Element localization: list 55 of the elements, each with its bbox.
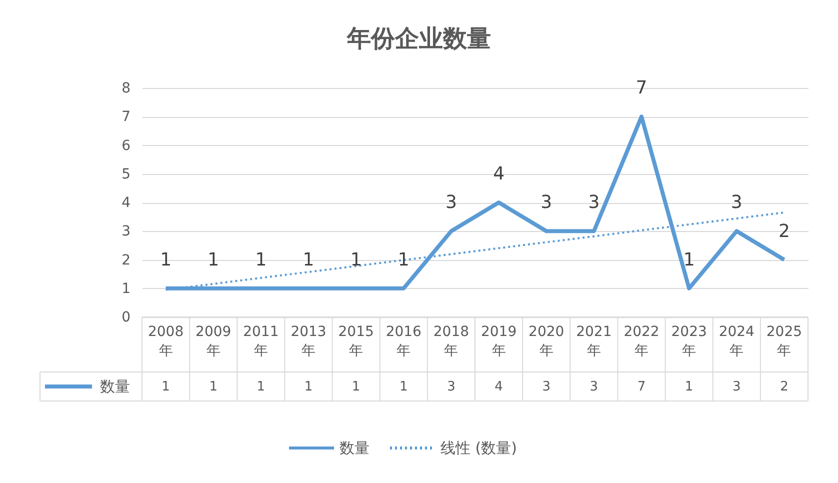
annotation: 1 <box>208 249 220 270</box>
y-tick-label: 2 <box>122 252 130 268</box>
annotation: 1 <box>398 249 410 270</box>
text: 数量 <box>340 439 370 457</box>
x-tick-label: 2021年 <box>576 324 612 359</box>
x-tick-label: 2018年 <box>433 324 470 359</box>
x-tick-label: 2013年 <box>290 324 326 359</box>
data-label: 1 <box>304 380 313 394</box>
data-label: 3 <box>590 380 598 394</box>
data-label: 1 <box>352 380 360 394</box>
data-label: 1 <box>684 380 694 394</box>
y-tick-label: 7 <box>122 109 130 126</box>
data-label: 1 <box>209 380 218 394</box>
annotation: 1 <box>683 249 695 270</box>
data-label: 1 <box>162 380 170 394</box>
x-tick-label: 2020年 <box>528 324 564 359</box>
x-tick-label: 2025年 <box>766 324 802 359</box>
y-tick-label: 8 <box>122 80 130 96</box>
annotation: 3 <box>540 192 552 214</box>
annotation: 2 <box>778 220 790 242</box>
x-tick-label: 2019年 <box>480 324 517 359</box>
x-tick-label: 2023年 <box>671 324 707 359</box>
legend-label: 数量 <box>100 378 130 396</box>
data-label: 4 <box>494 380 503 394</box>
y-tick-label: 6 <box>122 138 131 154</box>
data-label: 7 <box>637 380 646 394</box>
chart-title: 年份企业数量 <box>346 24 491 53</box>
legend-label: 线性 (数量) <box>440 439 517 457</box>
x-tick-label: 2011年 <box>243 324 279 359</box>
data-label: 1 <box>256 380 266 394</box>
data-label: 1 <box>400 380 408 394</box>
x-tick-label: 2009年 <box>196 324 232 359</box>
y-tick-label: 1 <box>122 280 130 297</box>
y-tick-label: 0 <box>122 310 130 326</box>
annotation: 1 <box>350 249 362 270</box>
annotation: 3 <box>588 192 600 214</box>
x-tick-label: 2008年 <box>148 324 184 359</box>
annotation: 3 <box>730 192 742 214</box>
x-tick-label: 2015年 <box>338 324 374 359</box>
data-label: 3 <box>542 380 550 394</box>
annotation: 1 <box>255 249 267 270</box>
y-tick-label: 3 <box>122 224 130 240</box>
annotation: 4 <box>493 164 505 184</box>
x-tick-label: 2022年 <box>624 324 660 359</box>
annotation: 1 <box>302 249 314 270</box>
annotation: 3 <box>445 192 457 214</box>
y-tick-label: 5 <box>122 166 130 182</box>
data-label: 2 <box>780 380 788 394</box>
x-tick-label: 2016年 <box>386 324 422 359</box>
data-label: 3 <box>732 380 741 394</box>
x-tick-label: 2024年 <box>718 324 755 359</box>
annotation: 7 <box>636 78 648 99</box>
y-tick-label: 4 <box>122 195 131 211</box>
data-label: 3 <box>447 380 456 394</box>
annotation: 1 <box>160 249 172 270</box>
